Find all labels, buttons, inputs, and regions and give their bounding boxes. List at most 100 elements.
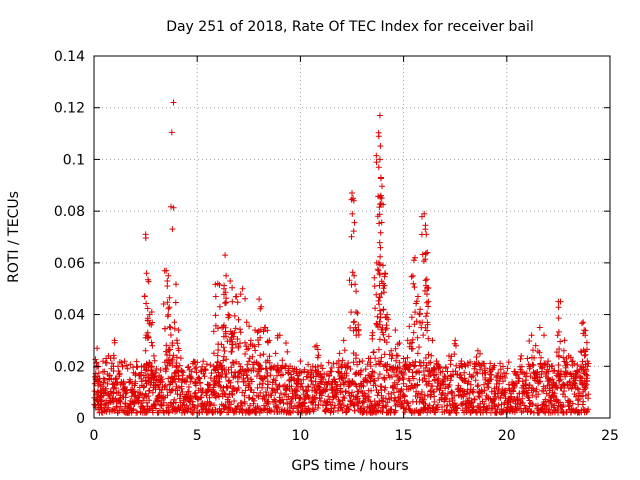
data-point-cluster	[393, 357, 399, 364]
data-point-cluster	[425, 284, 432, 291]
data-point-baseline	[527, 373, 534, 380]
data-point-baseline	[161, 383, 168, 390]
data-point-cluster	[464, 380, 471, 387]
data-point-cluster	[220, 357, 227, 364]
data-point-baseline	[157, 367, 164, 373]
data-point-cluster	[428, 352, 435, 359]
data-point-cluster	[116, 398, 123, 405]
data-point	[557, 298, 564, 305]
data-point-cluster	[163, 342, 170, 349]
data-point-baseline	[474, 383, 481, 390]
data-point	[185, 384, 192, 390]
data-points	[91, 99, 592, 416]
data-point-cluster	[555, 402, 562, 409]
data-point-cluster	[285, 369, 291, 376]
data-point-cluster	[277, 372, 284, 379]
data-point-cluster	[185, 397, 192, 404]
data-point-cluster	[137, 390, 144, 397]
data-point-baseline	[119, 363, 126, 370]
data-point-baseline	[132, 370, 139, 377]
data-point-baseline	[240, 378, 247, 385]
data-point-cluster	[538, 354, 544, 361]
data-point-baseline	[529, 401, 536, 408]
data-point-baseline	[433, 386, 440, 393]
data-point-baseline	[429, 383, 436, 389]
data-point	[408, 314, 415, 321]
data-point-baseline	[199, 409, 206, 415]
data-point	[144, 329, 151, 336]
data-point-baseline	[150, 401, 157, 408]
data-point-cluster	[249, 361, 256, 368]
data-point	[115, 389, 122, 396]
data-point-baseline	[471, 396, 478, 402]
data-point-baseline	[549, 363, 556, 369]
data-point-cluster	[560, 347, 567, 354]
data-point-cluster	[323, 399, 330, 406]
data-point-cluster	[350, 350, 357, 357]
data-point-cluster	[485, 377, 492, 384]
data-point-baseline	[153, 405, 159, 412]
data-point-baseline	[333, 391, 340, 398]
data-point-cluster	[149, 389, 156, 396]
data-point-cluster	[260, 351, 267, 358]
data-point-cluster	[312, 395, 318, 402]
data-point-baseline	[319, 365, 326, 372]
data-point-cluster	[149, 319, 156, 326]
data-point-baseline	[551, 367, 558, 374]
data-point-cluster	[230, 385, 236, 391]
data-point-baseline	[126, 379, 133, 386]
data-point-baseline	[176, 362, 183, 369]
data-point	[374, 213, 381, 220]
data-point-cluster	[315, 352, 322, 359]
data-point-cluster	[387, 366, 394, 373]
data-point	[371, 283, 378, 290]
data-point	[222, 252, 229, 259]
data-point-baseline	[472, 377, 479, 384]
data-point	[541, 332, 547, 339]
data-point-cluster	[394, 352, 401, 359]
data-point	[210, 363, 217, 370]
data-point-cluster	[372, 355, 379, 362]
data-point-cluster	[373, 320, 380, 327]
data-point	[221, 285, 227, 292]
data-point-cluster	[555, 352, 562, 359]
data-point-cluster	[475, 382, 482, 389]
data-point-cluster	[413, 298, 420, 305]
data-point	[173, 363, 180, 370]
data-point	[433, 358, 440, 365]
plot-frame	[93, 55, 611, 419]
data-point-cluster	[385, 333, 392, 340]
data-point-baseline	[236, 374, 243, 381]
data-point-cluster	[374, 313, 381, 320]
data-point-cluster	[244, 366, 251, 373]
data-point-cluster	[574, 385, 581, 392]
data-point-baseline	[224, 384, 231, 391]
data-point	[388, 347, 395, 354]
data-point-cluster	[204, 387, 211, 394]
data-point-cluster	[329, 386, 336, 393]
data-point-baseline	[133, 358, 140, 365]
data-point	[192, 378, 199, 385]
data-point-baseline	[225, 394, 232, 401]
data-point-cluster	[167, 346, 173, 353]
data-point-cluster	[256, 365, 263, 372]
data-point-baseline	[312, 378, 319, 385]
data-point-cluster	[580, 388, 587, 395]
data-point-baseline	[287, 400, 294, 407]
data-point-cluster	[507, 393, 514, 400]
data-point-baseline	[140, 405, 147, 411]
data-point-baseline	[364, 379, 371, 386]
data-point	[499, 389, 506, 396]
data-point-cluster	[584, 346, 590, 353]
data-point-cluster	[171, 325, 178, 332]
data-point-cluster	[190, 398, 196, 405]
data-point-baseline	[255, 393, 262, 400]
data-point-baseline	[497, 360, 504, 367]
data-point-cluster	[487, 396, 494, 403]
data-point-cluster	[425, 335, 432, 342]
data-point-cluster	[346, 380, 353, 386]
y-axis-title: ROTI / TECUs	[6, 191, 22, 283]
data-point-baseline	[382, 384, 389, 391]
data-point-cluster	[431, 366, 438, 373]
data-point-cluster	[341, 347, 348, 354]
